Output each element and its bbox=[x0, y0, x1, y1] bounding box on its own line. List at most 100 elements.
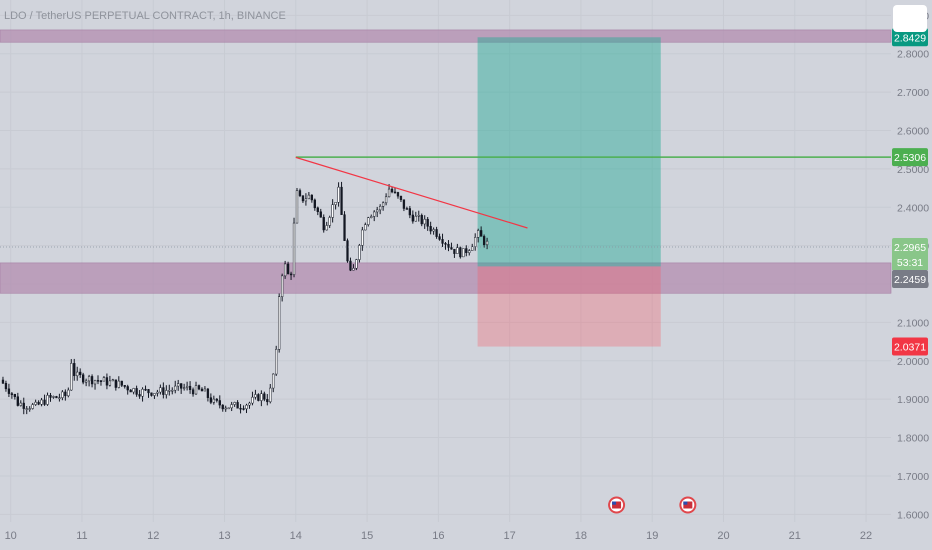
candle-down bbox=[147, 389, 150, 394]
candle-up bbox=[34, 401, 37, 405]
resistance-zone bbox=[0, 29, 892, 43]
candle-down bbox=[239, 407, 242, 410]
candle-up bbox=[307, 194, 311, 200]
candle-up bbox=[227, 407, 230, 410]
candle-up bbox=[373, 211, 376, 217]
price-tag-label: 2.2459 bbox=[894, 274, 926, 286]
price-tag-box bbox=[892, 337, 928, 356]
candle-up bbox=[67, 389, 70, 397]
candle-up bbox=[153, 393, 156, 396]
candle-down bbox=[346, 240, 349, 262]
candle-up bbox=[194, 385, 198, 395]
support-zone bbox=[0, 262, 892, 294]
candle-down bbox=[438, 236, 441, 240]
target-zone bbox=[477, 37, 661, 267]
candle-down bbox=[197, 385, 201, 390]
candles bbox=[1, 181, 489, 415]
candle-up bbox=[31, 404, 34, 409]
candle-up bbox=[414, 215, 417, 222]
candle-down bbox=[144, 388, 147, 391]
candle-up bbox=[381, 202, 385, 207]
candle-down bbox=[266, 399, 269, 403]
candle-up bbox=[46, 395, 49, 405]
price-tag-label: 2.2965 bbox=[894, 242, 926, 254]
y-tick-label: 1.6000 bbox=[897, 509, 929, 521]
candle-down bbox=[459, 247, 462, 258]
candle-down bbox=[420, 215, 423, 225]
candle-down bbox=[221, 404, 224, 410]
candle-up bbox=[364, 224, 367, 231]
candle-up bbox=[108, 380, 112, 386]
candle-up bbox=[281, 275, 284, 297]
candle-down bbox=[263, 393, 266, 400]
candle-up bbox=[203, 388, 207, 392]
candle-down bbox=[73, 363, 76, 377]
event-marker-icon bbox=[608, 496, 626, 514]
y-tick-label: 1.9000 bbox=[897, 394, 929, 406]
candle-up bbox=[283, 263, 287, 277]
candle-up bbox=[462, 248, 465, 258]
candle-down bbox=[188, 385, 192, 390]
candle-up bbox=[117, 380, 120, 388]
candle-down bbox=[343, 214, 346, 241]
candle-up bbox=[102, 377, 106, 382]
x-tick-label: 11 bbox=[76, 530, 87, 542]
price-tag-label: 53:31 bbox=[897, 257, 923, 269]
x-tick-label: 17 bbox=[504, 530, 516, 542]
candle-up bbox=[278, 296, 281, 350]
candle-up bbox=[485, 240, 489, 245]
event-marker-flag bbox=[612, 501, 622, 509]
candle-down bbox=[135, 388, 138, 395]
candle-up bbox=[456, 247, 459, 254]
candle-down bbox=[429, 226, 432, 232]
candle-up bbox=[468, 250, 471, 253]
candle-down bbox=[114, 379, 117, 388]
candle-up bbox=[70, 363, 73, 391]
candle-up bbox=[337, 186, 340, 203]
price-tag-box bbox=[892, 253, 928, 270]
candle-down bbox=[16, 396, 19, 406]
candle-down bbox=[322, 216, 325, 231]
candle-up bbox=[325, 225, 328, 231]
candle-down bbox=[286, 263, 290, 275]
candle-up bbox=[384, 196, 388, 204]
candle-down bbox=[200, 388, 204, 392]
candle-down bbox=[105, 377, 109, 386]
candle-up bbox=[177, 383, 180, 387]
candle-up bbox=[233, 402, 236, 405]
y-tick-label: 2.1000 bbox=[897, 317, 929, 329]
candle-up bbox=[171, 389, 174, 392]
candle-down bbox=[120, 380, 123, 386]
x-tick-label: 16 bbox=[432, 530, 444, 542]
candle-down bbox=[43, 399, 46, 405]
x-tick-label: 15 bbox=[361, 530, 373, 542]
candle-down bbox=[426, 218, 429, 227]
candle-up bbox=[165, 390, 168, 395]
event-marker-flag-canton bbox=[612, 501, 617, 505]
price-tag-label: 2.0371 bbox=[894, 342, 926, 354]
candle-down bbox=[482, 236, 486, 245]
candle-down bbox=[10, 393, 14, 395]
candle-down bbox=[289, 273, 293, 276]
x-tick-label: 21 bbox=[789, 530, 801, 542]
candle-up bbox=[379, 206, 382, 211]
candle-up bbox=[477, 230, 480, 238]
top-right-button[interactable] bbox=[893, 5, 927, 32]
candle-down bbox=[405, 208, 409, 210]
event-marker-icon bbox=[679, 496, 697, 514]
candle-up bbox=[19, 402, 22, 406]
y-tick-label: 1.8000 bbox=[897, 433, 929, 445]
candle-down bbox=[453, 248, 456, 254]
price-tags: 2.8429 2.5306 2.2965 53:31 2.2459 2.0371 bbox=[892, 28, 928, 356]
candle-down bbox=[82, 374, 85, 383]
candle-down bbox=[96, 380, 100, 382]
candle-down bbox=[435, 229, 438, 237]
candle-up bbox=[132, 388, 135, 393]
candle-up bbox=[230, 404, 233, 409]
x-tick-label: 18 bbox=[575, 530, 587, 542]
candle-up bbox=[174, 385, 177, 391]
candle-down bbox=[180, 383, 183, 389]
candle-up bbox=[376, 209, 379, 213]
